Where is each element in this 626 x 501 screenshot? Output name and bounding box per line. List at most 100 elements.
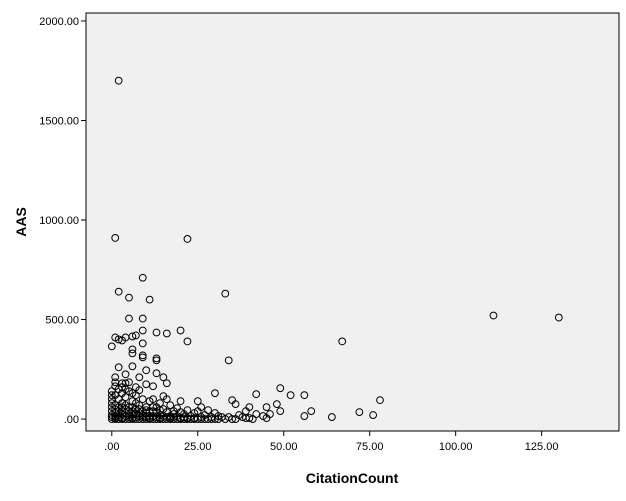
data-point bbox=[156, 406, 164, 415]
data-point bbox=[159, 373, 168, 382]
data-point bbox=[152, 328, 161, 337]
x-axis: .00 25.00 50.00 75.00 100.00 125.00 bbox=[104, 431, 558, 453]
data-point bbox=[193, 397, 202, 406]
data-point bbox=[111, 234, 120, 242]
data-point bbox=[107, 411, 116, 419]
data-point bbox=[142, 406, 151, 415]
y-tick-label: .00 bbox=[64, 414, 79, 426]
data-point bbox=[262, 403, 271, 412]
data-point bbox=[162, 408, 171, 416]
data-point bbox=[152, 354, 161, 363]
data-point bbox=[338, 337, 347, 346]
data-point bbox=[107, 399, 116, 408]
data-point bbox=[142, 380, 151, 389]
data-point bbox=[355, 408, 364, 416]
y-tick-label: 500.00 bbox=[45, 315, 79, 327]
data-point bbox=[554, 313, 563, 322]
x-tick-label: 25.00 bbox=[184, 441, 212, 453]
data-point bbox=[131, 391, 140, 400]
data-point bbox=[111, 333, 120, 342]
data-point bbox=[276, 384, 285, 393]
data-point bbox=[111, 373, 120, 382]
data-point bbox=[138, 326, 147, 335]
data-point bbox=[276, 407, 285, 415]
data-point bbox=[128, 362, 137, 371]
data-point bbox=[125, 314, 133, 323]
y-tick-label: 1500.00 bbox=[39, 115, 79, 127]
data-point bbox=[176, 326, 185, 335]
data-point bbox=[245, 414, 254, 422]
data-point bbox=[125, 293, 133, 302]
data-point bbox=[142, 366, 151, 375]
data-point bbox=[111, 378, 120, 387]
data-point bbox=[214, 412, 223, 420]
data-point bbox=[138, 273, 147, 282]
data-point bbox=[193, 407, 202, 415]
data-point bbox=[176, 397, 185, 406]
x-tick-label: 125.00 bbox=[525, 441, 559, 453]
plot-area bbox=[85, 12, 620, 432]
data-point bbox=[131, 331, 140, 340]
data-point bbox=[131, 383, 140, 392]
y-tick-label: 2000.00 bbox=[39, 16, 79, 28]
data-point bbox=[114, 363, 123, 372]
data-point bbox=[107, 395, 116, 404]
data-point bbox=[166, 401, 175, 410]
data-point bbox=[307, 407, 316, 415]
data-point bbox=[138, 395, 147, 404]
x-tick-label: 50.00 bbox=[270, 441, 298, 453]
data-point bbox=[162, 329, 171, 338]
y-tick-label: 1000.00 bbox=[39, 215, 79, 227]
data-point bbox=[300, 412, 309, 420]
data-point bbox=[138, 314, 147, 323]
data-point bbox=[128, 345, 137, 354]
data-point bbox=[152, 356, 161, 365]
x-tick-label: 100.00 bbox=[439, 441, 473, 453]
data-point bbox=[121, 370, 130, 379]
data-point bbox=[162, 395, 171, 404]
data-point bbox=[162, 379, 171, 388]
data-point bbox=[121, 379, 130, 388]
data-point bbox=[176, 408, 185, 416]
data-point bbox=[128, 349, 137, 358]
data-point bbox=[286, 391, 295, 400]
data-point bbox=[272, 400, 281, 409]
data-point bbox=[107, 391, 116, 400]
data-point bbox=[183, 337, 192, 346]
data-point bbox=[231, 400, 240, 409]
data-point bbox=[118, 336, 127, 345]
data-point bbox=[221, 289, 230, 298]
data-point bbox=[489, 311, 498, 320]
data-point bbox=[183, 406, 192, 415]
data-point bbox=[138, 339, 147, 348]
data-point bbox=[125, 387, 133, 396]
x-axis-title: CitationCount bbox=[306, 470, 399, 486]
y-axis: .00 500.00 1000.00 1500.00 2000.00 bbox=[39, 16, 86, 426]
data-point bbox=[376, 396, 384, 405]
data-point bbox=[211, 389, 219, 398]
data-point bbox=[107, 342, 116, 351]
data-point bbox=[224, 413, 233, 421]
data-point bbox=[369, 411, 378, 419]
data-point bbox=[248, 415, 257, 423]
data-point bbox=[152, 369, 161, 378]
data-point bbox=[114, 287, 123, 296]
data-point bbox=[114, 76, 123, 85]
data-point bbox=[327, 413, 336, 421]
data-point bbox=[138, 351, 147, 360]
data-point bbox=[169, 410, 178, 418]
data-point bbox=[200, 411, 209, 419]
y-axis-title: AAS bbox=[13, 207, 29, 237]
data-point bbox=[107, 387, 116, 396]
data-point bbox=[224, 356, 233, 365]
data-point bbox=[138, 353, 147, 362]
data-points bbox=[107, 76, 563, 423]
x-tick-label: 75.00 bbox=[356, 441, 384, 453]
data-point bbox=[300, 391, 309, 400]
data-point bbox=[145, 295, 154, 304]
data-point bbox=[131, 399, 140, 408]
x-tick-label: .00 bbox=[104, 441, 119, 453]
data-point bbox=[231, 415, 240, 423]
data-point bbox=[135, 373, 144, 382]
data-point bbox=[252, 390, 261, 399]
